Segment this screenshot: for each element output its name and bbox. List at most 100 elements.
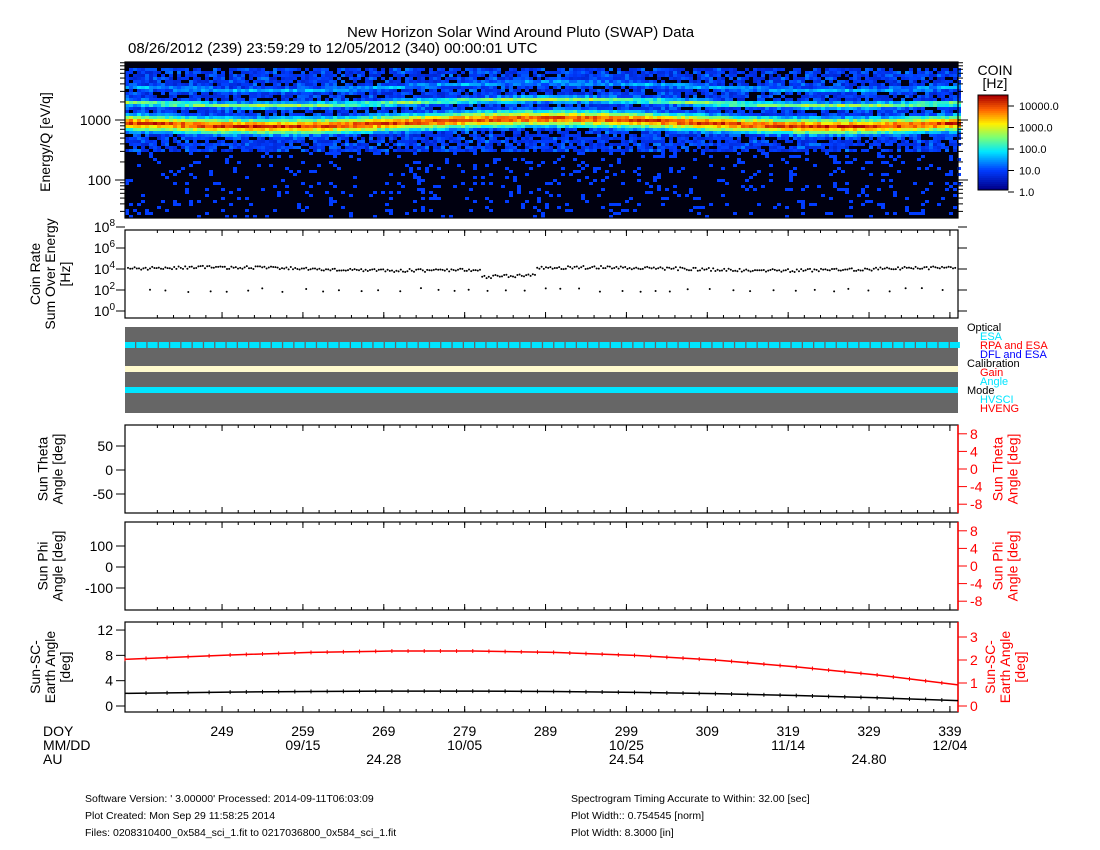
spectrogram-cell (629, 140, 633, 143)
spectrogram-cell (137, 95, 141, 98)
spectrogram-cell (361, 71, 365, 74)
spectrogram-cell (805, 98, 809, 101)
spectrogram-cell (225, 83, 229, 86)
spectrogram-cell (329, 182, 333, 185)
spectrogram-cell (177, 131, 181, 134)
spectrogram-cell (713, 131, 717, 134)
spectrogram-cell (813, 101, 817, 104)
spectrogram-cell (525, 134, 529, 137)
spectrogram-cell (369, 140, 373, 143)
spectrogram-cell (285, 68, 289, 71)
spectrogram-cell (301, 116, 305, 119)
spectrogram-cell (325, 119, 329, 122)
spectrogram-cell (253, 131, 257, 134)
spectrogram-cell (141, 77, 145, 80)
spectrogram-cell (141, 146, 145, 149)
spectrogram-cell (673, 155, 677, 158)
spectrogram-cell (553, 179, 557, 182)
spectrogram-cell (161, 68, 165, 71)
spectrogram-cell (781, 125, 785, 128)
spectrogram-cell (185, 122, 189, 125)
spectrogram-cell (301, 119, 305, 122)
spectrogram-cell (793, 137, 797, 140)
spectrogram-cell (617, 158, 621, 161)
spectrogram-cell (593, 122, 597, 125)
spectrogram-cell (861, 83, 865, 86)
spectrogram-cell (473, 119, 477, 122)
spectrogram-cell (301, 80, 305, 83)
spectrogram-cell (157, 98, 161, 101)
spectrogram-cell (545, 107, 549, 110)
spectrogram-cell (381, 89, 385, 92)
spectrogram-cell (549, 89, 553, 92)
spectrogram-cell (441, 140, 445, 143)
spectrogram-cell (169, 128, 173, 131)
spectrogram-cell (677, 77, 681, 80)
spectrogram-cell (621, 170, 625, 173)
spectrogram-cell (821, 101, 825, 104)
spectrogram-cell (701, 119, 705, 122)
spectrogram-cell (257, 71, 261, 74)
spectrogram-cell (761, 110, 765, 113)
spectrogram-cell (221, 104, 225, 107)
spectrogram-cell (585, 101, 589, 104)
spectrogram-cell (573, 149, 577, 152)
spectrogram-cell (193, 80, 197, 83)
spectrogram-cell (401, 113, 405, 116)
spectrogram-cell (497, 113, 501, 116)
spectrogram-cell (129, 122, 133, 125)
spectrogram-cell (469, 134, 473, 137)
spectrogram-cell (601, 149, 605, 152)
spectrogram-cell (789, 80, 793, 83)
spectrogram-cell (601, 89, 605, 92)
spectrogram-cell (849, 128, 853, 131)
spectrogram-cell (605, 83, 609, 86)
spectrogram-cell (629, 149, 633, 152)
spectrogram-cell (581, 83, 585, 86)
spectrogram-cell (449, 71, 453, 74)
spectrogram-cell (865, 80, 869, 83)
spectrogram-cell (829, 125, 833, 128)
spectrogram-cell (149, 125, 153, 128)
spectrogram-cell (249, 203, 253, 206)
spectrogram-cell (305, 149, 309, 152)
spectrogram-cell (233, 215, 237, 218)
spectrogram-cell (481, 116, 485, 119)
spectrogram-cell (589, 122, 593, 125)
spectrogram-cell (229, 101, 233, 104)
spectrogram-cell (269, 86, 273, 89)
spectrogram-cell (189, 149, 193, 152)
spectrogram-cell (533, 113, 537, 116)
spectrogram-cell (233, 128, 237, 131)
spectrogram-cell (445, 107, 449, 110)
spectrogram-cell (585, 125, 589, 128)
spectrogram-cell (865, 131, 869, 134)
spectrogram-cell (321, 128, 325, 131)
spectrogram-cell (193, 161, 197, 164)
spectrogram-cell (601, 71, 605, 74)
spectrogram-cell (857, 116, 861, 119)
spectrogram-cell (241, 134, 245, 137)
spectrogram-cell (341, 149, 345, 152)
spectrogram-cell (417, 134, 421, 137)
spectrogram-cell (197, 71, 201, 74)
spectrogram-cell (225, 86, 229, 89)
spectrogram-cell (481, 110, 485, 113)
spectrogram-cell (677, 92, 681, 95)
spectrogram-cell (493, 116, 497, 119)
spectrogram-cell (853, 122, 857, 125)
spectrogram-cell (845, 161, 849, 164)
spectrogram-cell (429, 107, 433, 110)
spectrogram-cell (209, 128, 213, 131)
spectrogram-cell (149, 134, 153, 137)
spectrogram-cell (785, 206, 789, 209)
spectrogram-cell (621, 113, 625, 116)
spectrogram-cell (833, 134, 837, 137)
spectrogram-cell (685, 194, 689, 197)
spectrogram-cell (509, 95, 513, 98)
spectrogram-cell (209, 110, 213, 113)
spectrogram-cell (765, 116, 769, 119)
spectrogram-cell (609, 116, 613, 119)
spectrogram-cell (125, 83, 129, 86)
spectrogram-cell (773, 122, 777, 125)
